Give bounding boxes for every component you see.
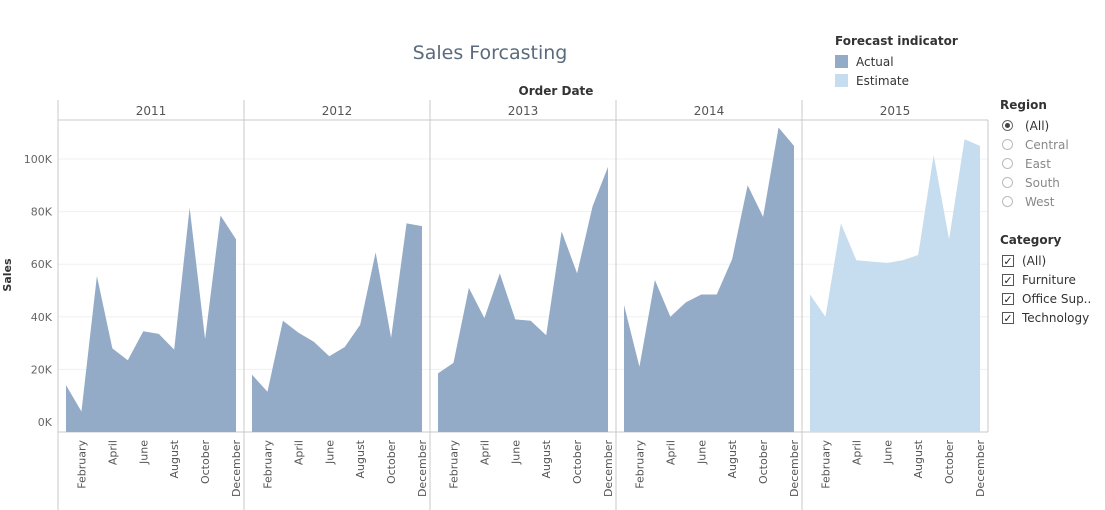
region-option-label: Central: [1025, 137, 1069, 152]
region-option[interactable]: Central: [1000, 135, 1069, 154]
radio-button[interactable]: [1002, 139, 1013, 150]
x-tick-label: February: [819, 440, 832, 489]
y-tick-label: 40K: [31, 311, 53, 324]
region-filter: Region (All) Central East South West: [1000, 98, 1069, 211]
year-header: 2014: [694, 104, 725, 118]
legend-label-actual: Actual: [856, 54, 894, 69]
legend-item-actual[interactable]: Actual: [835, 52, 958, 71]
column-header: Order Date: [519, 84, 594, 98]
area-actual-2011[interactable]: [66, 207, 236, 432]
category-option[interactable]: ✓ (All): [1000, 251, 1092, 270]
category-option[interactable]: ✓ Office Sup...: [1000, 289, 1092, 308]
category-option-label: Office Sup...: [1022, 291, 1092, 306]
category-option-label: (All): [1022, 253, 1047, 268]
x-tick-label: August: [540, 439, 553, 478]
legend-label-estimate: Estimate: [856, 73, 910, 88]
x-tick-label: February: [261, 440, 274, 489]
x-tick-label: February: [75, 440, 88, 489]
y-axis-label: Sales: [1, 258, 14, 292]
legend-item-estimate[interactable]: Estimate: [835, 71, 958, 90]
region-option-label: West: [1025, 194, 1055, 209]
category-filter-title: Category: [1000, 233, 1062, 247]
region-option[interactable]: South: [1000, 173, 1069, 192]
chart-title: Sales Forcasting: [412, 42, 568, 64]
checkbox[interactable]: ✓: [1002, 311, 1014, 325]
year-header: 2012: [322, 104, 353, 118]
x-tick-label: April: [850, 440, 863, 465]
x-tick-label: June: [695, 440, 708, 465]
x-tick-label: December: [974, 440, 987, 498]
checkbox[interactable]: ✓: [1002, 292, 1014, 306]
region-option-label: South: [1025, 175, 1060, 190]
x-tick-label: August: [354, 439, 367, 478]
legend-title: Forecast indicator: [835, 34, 958, 48]
x-tick-label: February: [633, 440, 646, 489]
x-tick-label: December: [230, 440, 243, 498]
category-option-label: Furniture: [1022, 272, 1076, 287]
area-actual-2012[interactable]: [252, 223, 422, 432]
x-tick-label: December: [602, 440, 615, 498]
region-option[interactable]: East: [1000, 154, 1069, 173]
region-option-label: (All): [1025, 118, 1050, 133]
radio-button[interactable]: [1002, 177, 1013, 188]
area-estimate-2015[interactable]: [810, 139, 980, 432]
x-tick-label: August: [726, 439, 739, 478]
x-tick-label: December: [416, 440, 429, 498]
year-header: 2015: [880, 104, 911, 118]
year-header: 2013: [508, 104, 539, 118]
x-tick-label: April: [106, 440, 119, 465]
region-option[interactable]: (All): [1000, 116, 1069, 135]
category-filter: Category ✓ (All) ✓ Furniture ✓ Office Sup... ✓…: [1000, 233, 1092, 327]
category-option[interactable]: ✓ Technology: [1000, 308, 1092, 327]
x-tick-label: October: [943, 440, 956, 484]
region-option[interactable]: West: [1000, 192, 1069, 211]
x-tick-label: October: [385, 440, 398, 484]
year-header: 2011: [136, 104, 167, 118]
x-tick-label: June: [137, 440, 150, 465]
legend-swatch-actual: [835, 55, 848, 68]
category-option-label: Technology: [1022, 310, 1090, 325]
x-tick-label: June: [323, 440, 336, 465]
x-tick-label: August: [912, 439, 925, 478]
checkbox[interactable]: ✓: [1002, 273, 1014, 287]
y-tick-label: 0K: [38, 416, 53, 429]
y-tick-label: 80K: [31, 206, 53, 219]
area-actual-2014[interactable]: [624, 127, 794, 432]
x-tick-label: June: [509, 440, 522, 465]
radio-button[interactable]: [1002, 196, 1013, 207]
x-tick-label: October: [199, 440, 212, 484]
y-tick-label: 60K: [31, 258, 53, 271]
x-tick-label: October: [757, 440, 770, 484]
x-tick-label: August: [168, 439, 181, 478]
radio-button[interactable]: [1002, 158, 1013, 169]
area-actual-2013[interactable]: [438, 166, 608, 432]
radio-button[interactable]: [1002, 120, 1013, 131]
y-tick-label: 20K: [31, 363, 53, 376]
region-filter-title: Region: [1000, 98, 1047, 112]
x-tick-label: October: [571, 440, 584, 484]
x-tick-label: December: [788, 440, 801, 498]
x-tick-label: February: [447, 440, 460, 489]
x-tick-label: April: [292, 440, 305, 465]
x-tick-label: April: [664, 440, 677, 465]
forecast-legend: Forecast indicator Actual Estimate: [835, 34, 958, 90]
x-tick-label: April: [478, 440, 491, 465]
region-option-label: East: [1025, 156, 1051, 171]
category-option[interactable]: ✓ Furniture: [1000, 270, 1092, 289]
y-tick-label: 100K: [24, 153, 53, 166]
x-tick-label: June: [881, 440, 894, 465]
legend-swatch-estimate: [835, 74, 848, 87]
checkbox[interactable]: ✓: [1002, 254, 1014, 268]
